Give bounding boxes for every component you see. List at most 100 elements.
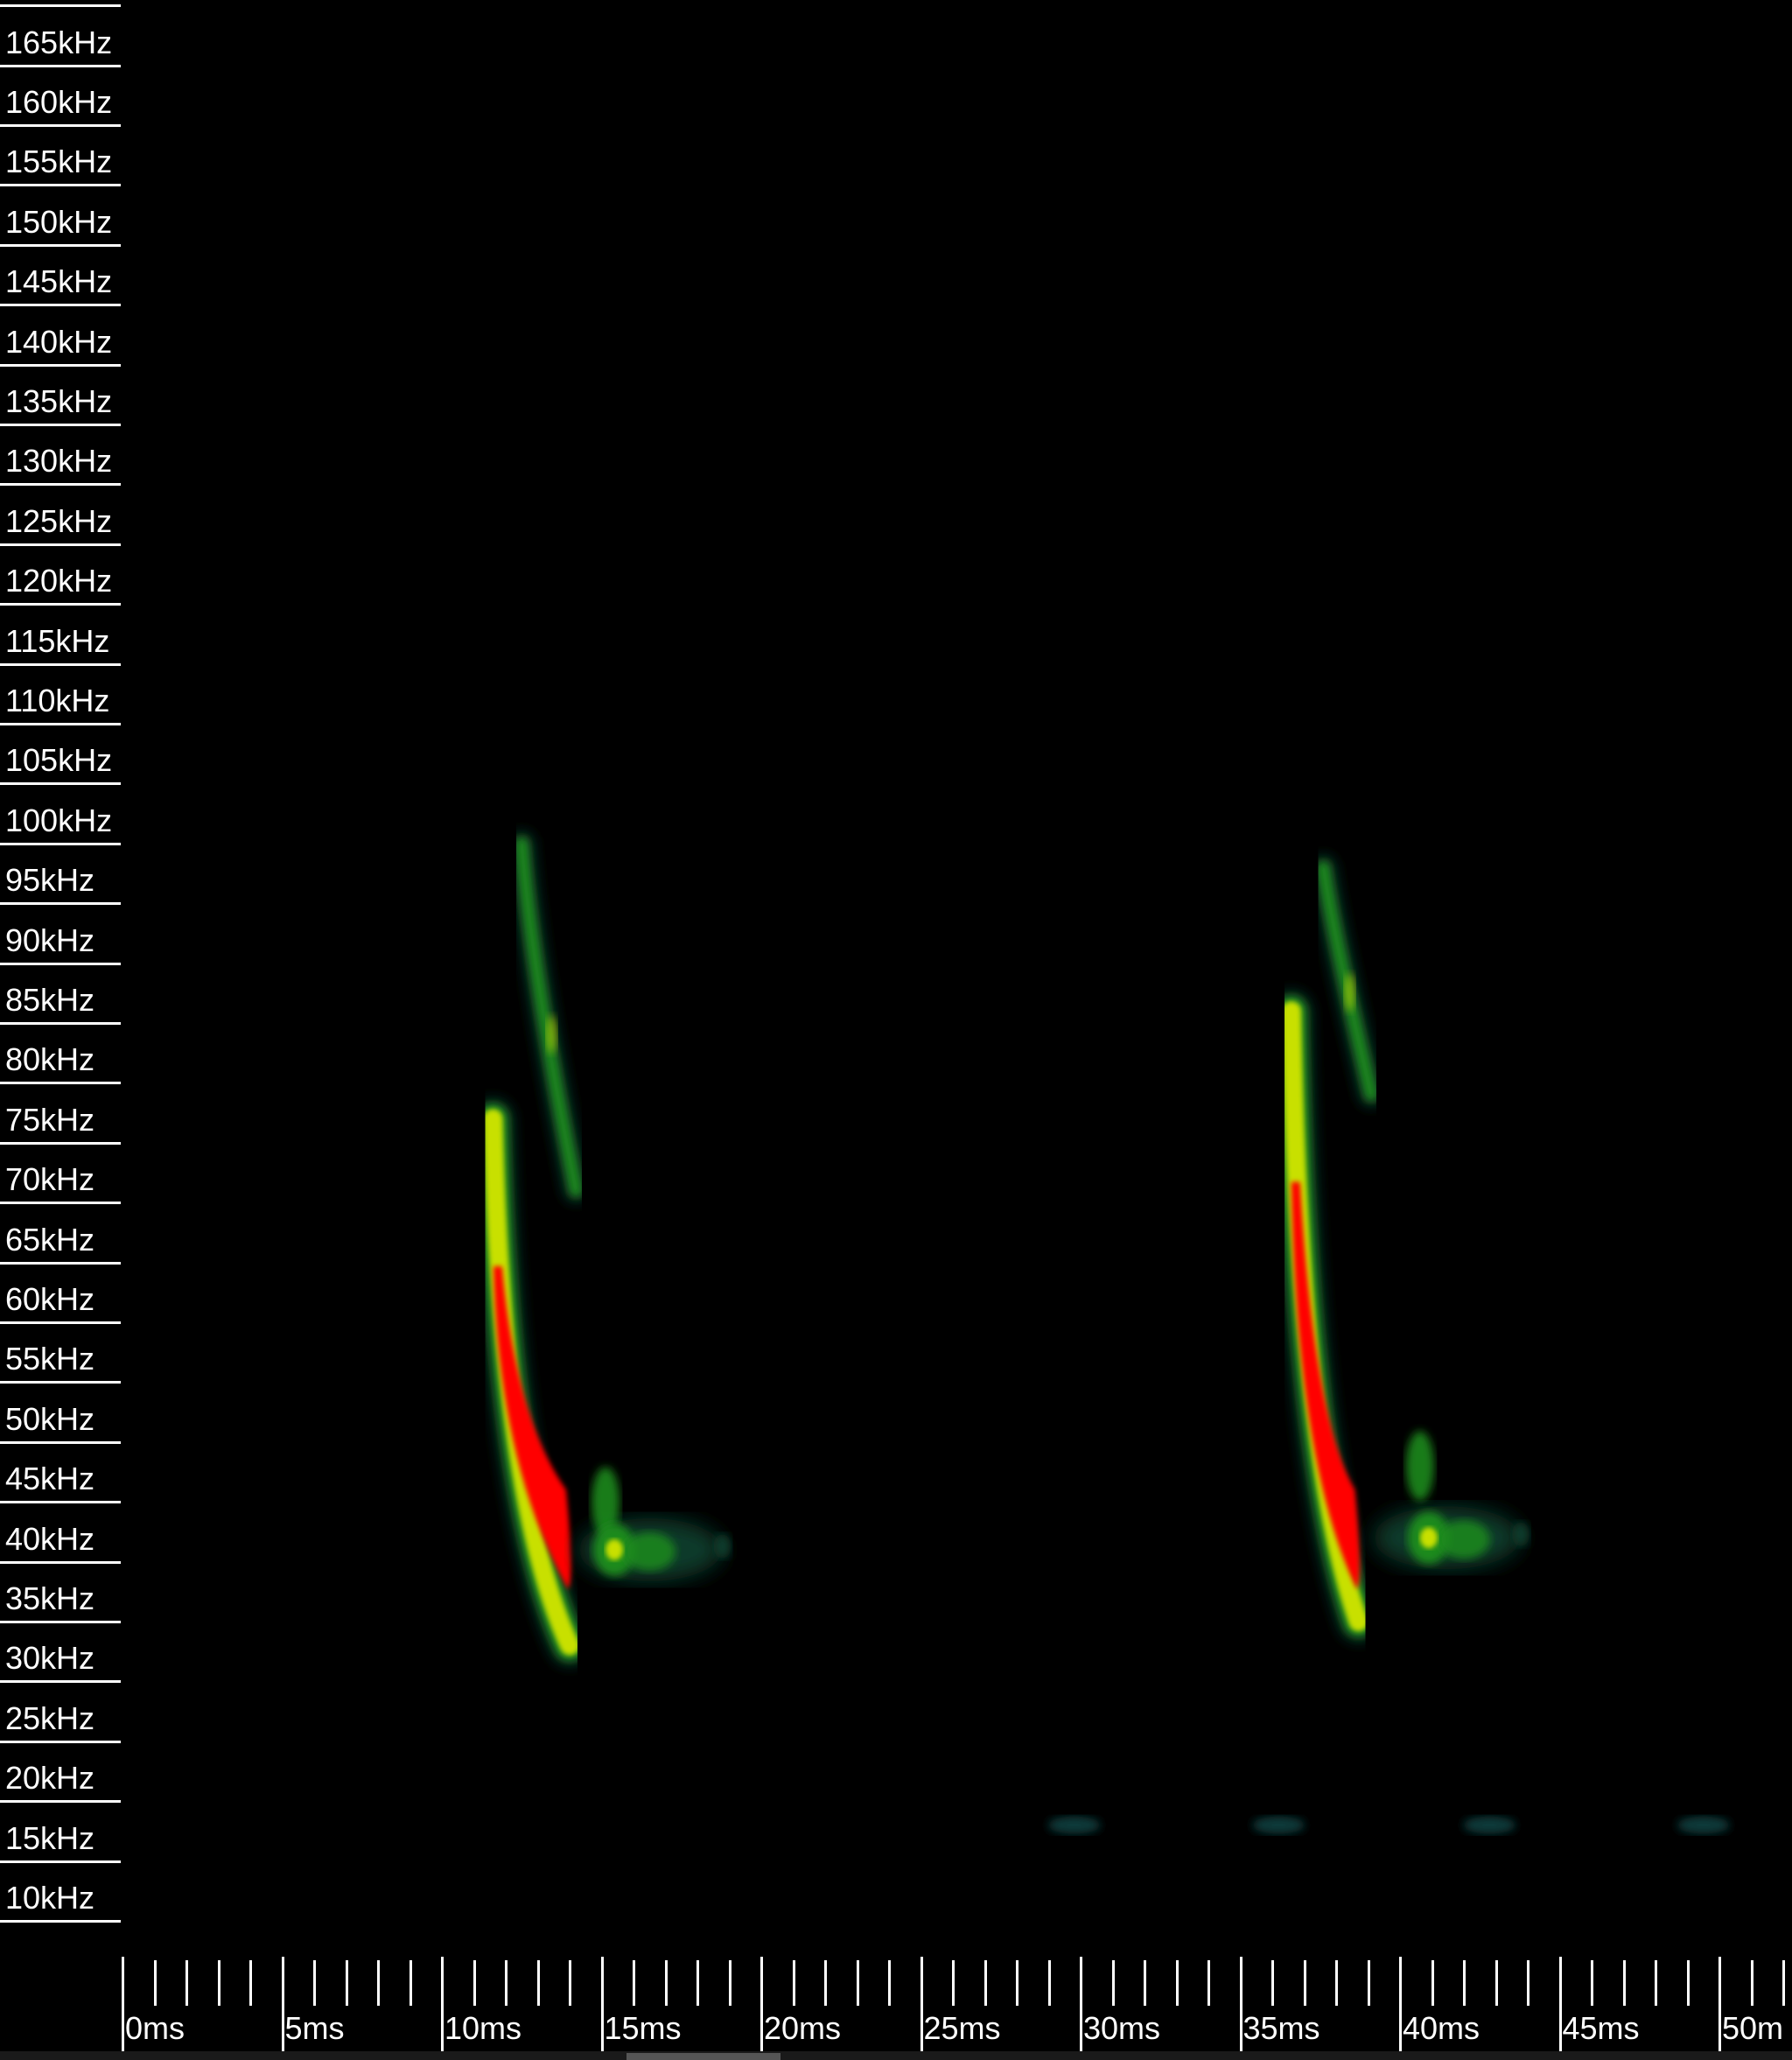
x-tick-label: 45ms (1562, 2010, 1640, 2046)
noise-blob (1252, 1816, 1306, 1834)
x-minor-tick (472, 1960, 476, 2006)
x-minor-tick (664, 1960, 668, 2006)
x-minor-tick (633, 1960, 635, 2006)
x-major-tick (1718, 1957, 1721, 2051)
y-tick-line (0, 1202, 121, 1205)
x-minor-tick (1463, 1960, 1466, 2006)
x-minor-tick (1016, 1960, 1018, 2006)
y-tick-line (0, 1321, 121, 1324)
y-tick-label: 100kHz (5, 802, 113, 838)
y-tick-label: 130kHz (5, 443, 113, 480)
y-tick-line (0, 1082, 121, 1085)
call-2-fundamental (1270, 991, 1379, 1642)
y-tick-label: 110kHz (5, 683, 110, 718)
x-minor-tick (1175, 1960, 1179, 2006)
y-tick-line (0, 842, 121, 845)
y-tick-label: 135kHz (5, 383, 113, 419)
horizontal-scrollbar[interactable] (0, 2051, 1792, 2060)
x-minor-tick (888, 1960, 891, 2006)
y-tick-line (0, 243, 121, 247)
spectrogram-plot[interactable] (122, 0, 1792, 1953)
y-tick-line (0, 1740, 121, 1743)
x-minor-tick (1782, 1960, 1785, 2006)
x-minor-tick (153, 1960, 157, 2006)
x-minor-tick (1750, 1960, 1754, 2006)
x-minor-tick (696, 1960, 699, 2006)
y-tick-line (0, 64, 121, 67)
x-minor-tick (377, 1960, 380, 2006)
x-minor-tick (1111, 1960, 1115, 2006)
call-2-echo (1373, 1431, 1530, 1570)
x-minor-tick (1431, 1960, 1434, 2006)
y-tick-label: 50kHz (5, 1400, 95, 1437)
x-minor-tick (1527, 1960, 1530, 2006)
x-minor-tick (1494, 1960, 1498, 2006)
y-tick-label: 165kHz (5, 24, 113, 60)
noise-blob (1463, 1816, 1516, 1834)
x-minor-tick (728, 1960, 732, 2006)
x-major-tick (1399, 1957, 1402, 2051)
y-tick-line (0, 4, 121, 8)
y-tick-line (0, 962, 121, 965)
y-tick-line (0, 782, 121, 786)
y-tick-label: 10kHz (5, 1880, 95, 1916)
x-major-tick (1558, 1957, 1562, 2051)
x-minor-tick (345, 1960, 348, 2006)
x-minor-tick (1686, 1960, 1690, 2006)
y-tick-label: 25kHz (5, 1699, 95, 1736)
y-tick-line (0, 363, 121, 367)
y-tick-line (0, 543, 121, 546)
x-minor-tick (1591, 1960, 1593, 2006)
x-minor-tick (1208, 1960, 1210, 2006)
x-minor-tick (792, 1960, 795, 2006)
y-tick-label: 20kHz (5, 1760, 95, 1797)
x-major-tick (760, 1957, 763, 2051)
x-tick-label: 30ms (1083, 2010, 1161, 2046)
y-tick-line (0, 603, 121, 606)
x-minor-tick (1144, 1960, 1146, 2006)
y-tick-line (0, 1381, 121, 1384)
y-tick-label: 115kHz (5, 622, 110, 659)
x-tick-label: 5ms (284, 2010, 345, 2046)
x-minor-tick (505, 1960, 508, 2006)
x-tick-label: 35ms (1242, 2010, 1320, 2046)
x-minor-tick (1655, 1960, 1657, 2006)
x-minor-tick (1622, 1960, 1626, 2006)
y-tick-line (0, 424, 121, 426)
y-tick-line (0, 723, 121, 725)
x-major-tick (920, 1957, 923, 2051)
y-tick-label: 35kHz (5, 1580, 95, 1616)
x-major-tick (600, 1957, 604, 2051)
y-tick-label: 40kHz (5, 1520, 95, 1557)
y-tick-line (0, 124, 121, 127)
y-tick-label: 120kHz (5, 563, 113, 599)
y-tick-label: 145kHz (5, 263, 113, 300)
x-major-tick (1080, 1957, 1082, 2051)
y-tick-label: 60kHz (5, 1281, 95, 1317)
y-tick-line (0, 1800, 121, 1804)
y-tick-label: 155kHz (5, 144, 113, 180)
x-minor-tick (536, 1960, 540, 2006)
x-tick-label: 25ms (923, 2010, 1001, 2046)
x-tick-label: 50m (1722, 2010, 1784, 2046)
y-tick-line (0, 1440, 121, 1444)
y-tick-line (0, 1261, 121, 1265)
call-1-fundamental (472, 1098, 590, 1666)
y-tick-label: 15kHz (5, 1819, 95, 1856)
x-major-tick (1239, 1957, 1242, 2051)
y-tick-line (0, 1860, 121, 1863)
y-tick-line (0, 1501, 121, 1504)
y-tick-label: 90kHz (5, 921, 95, 958)
x-minor-tick (186, 1960, 188, 2006)
x-tick-label: 40ms (1403, 2010, 1480, 2046)
x-major-tick (441, 1957, 444, 2051)
x-minor-tick (217, 1960, 220, 2006)
x-major-tick (281, 1957, 284, 2051)
x-minor-tick (249, 1960, 252, 2006)
y-tick-label: 105kHz (5, 742, 113, 779)
x-minor-tick (1335, 1960, 1338, 2006)
scrollbar-thumb[interactable] (626, 2053, 780, 2060)
y-tick-line (0, 184, 121, 187)
call-1-harmonic (510, 831, 588, 1202)
